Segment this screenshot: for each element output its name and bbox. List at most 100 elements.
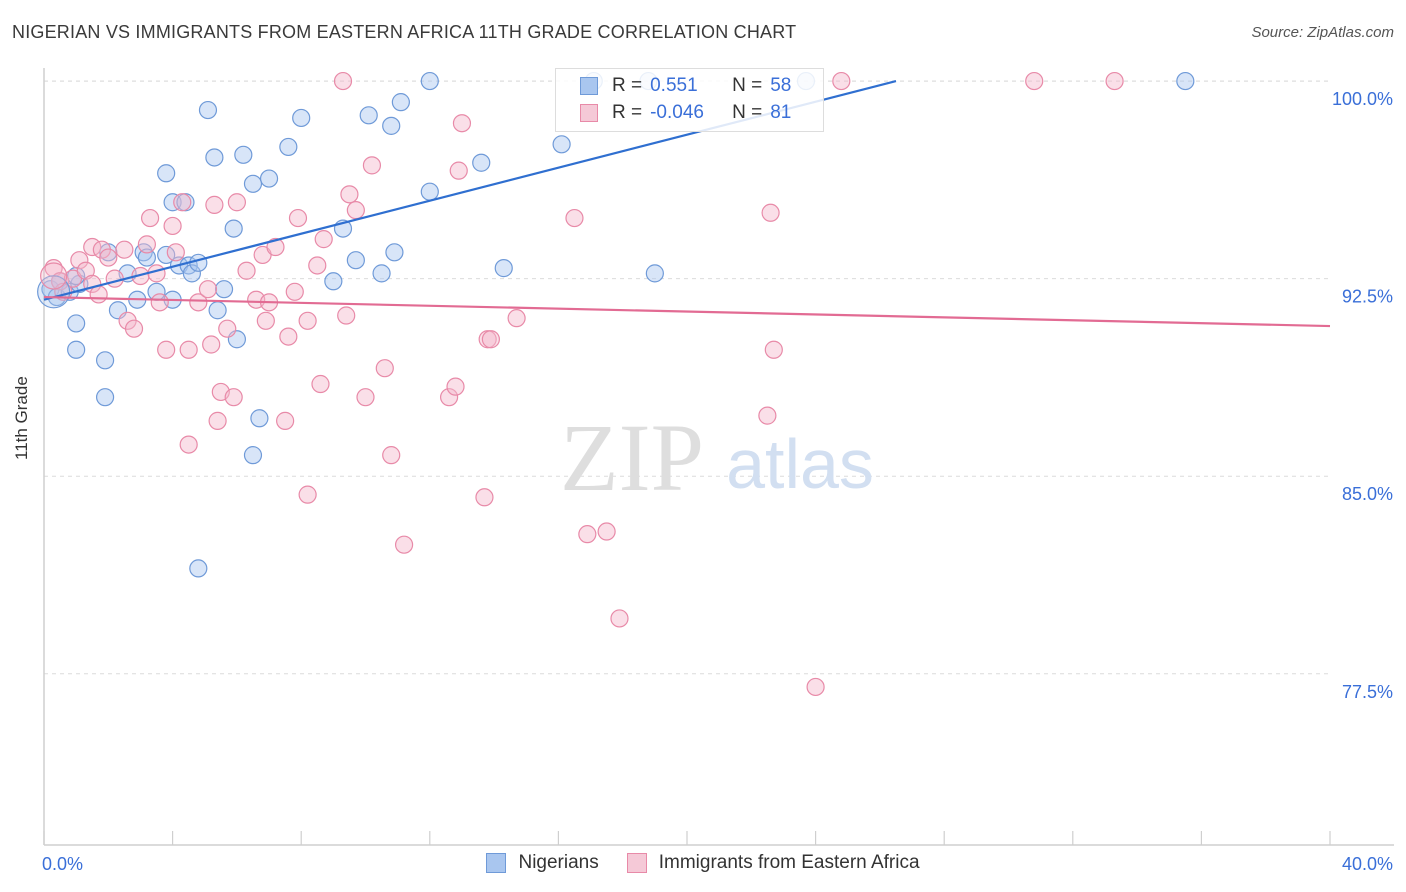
eastern-africa-point-23 — [173, 193, 192, 212]
r-label: R = — [612, 102, 643, 123]
nigerians-swatch — [486, 853, 507, 873]
eastern-africa-point-17 — [140, 208, 160, 228]
eastern-africa-point-57 — [382, 446, 401, 465]
eastern-africa-point-51 — [337, 306, 356, 325]
y-axis-label: 11th Grade — [12, 376, 31, 460]
nigerian-point-6 — [67, 314, 86, 333]
nigerian-point-57 — [1176, 71, 1195, 91]
eastern-africa-point-34 — [227, 193, 246, 212]
nigerian-point-33 — [243, 174, 263, 193]
eastern-africa-point-71 — [758, 406, 777, 425]
stats-row-eastern-africa: R = -0.046 N = 81 — [580, 101, 791, 125]
nigerian-point-27 — [205, 148, 224, 167]
eastern-africa-point-26 — [189, 293, 208, 312]
eastern-africa-point-27 — [198, 280, 218, 299]
legend-label: Nigerians — [518, 852, 599, 873]
eastern-africa-point-56 — [375, 359, 394, 378]
nigerian-point-29 — [214, 280, 234, 299]
tick-labels: 100.0% 92.5% 85.0% 77.5% 0.0% 40.0% — [42, 89, 1393, 874]
nigerian-point-8 — [95, 351, 115, 370]
eastern-africa-point-73 — [764, 340, 783, 359]
eastern-africa-point-16 — [137, 235, 156, 254]
y-tick-label: 100.0% — [1332, 89, 1393, 109]
eastern-africa-point-10 — [99, 248, 118, 267]
eastern-africa-point-4 — [70, 251, 89, 270]
eastern-africa-point-29 — [205, 195, 224, 214]
nigerian-point-50 — [472, 153, 491, 172]
eastern-africa-point-55 — [362, 156, 382, 175]
nigerian-point-43 — [359, 106, 378, 125]
grid-layer — [44, 80, 1330, 675]
eastern-africa-point-76 — [1025, 71, 1044, 91]
nigerian-point-40 — [324, 272, 343, 291]
y-tick-label: 77.5% — [1342, 682, 1393, 702]
eastern-africa-point-40 — [266, 237, 285, 257]
r-label: R = — [612, 75, 643, 96]
eastern-africa-point-38 — [256, 311, 275, 330]
nigerian-point-51 — [494, 259, 513, 278]
nigerian-point-25 — [189, 253, 208, 272]
eastern-africa-point-19 — [150, 293, 169, 312]
n-label: N = — [732, 102, 763, 123]
eastern-africa-point-53 — [346, 201, 365, 220]
n-label: N = — [732, 75, 763, 96]
eastern-africa-point-67 — [565, 208, 584, 228]
series-legend: Nigerians Immigrants from Eastern Africa — [0, 852, 1406, 874]
nigerian-point-49 — [420, 71, 439, 91]
nigerian-point-26 — [198, 100, 218, 120]
watermark-atlas: atlas — [726, 425, 874, 503]
eastern-africa-point-63 — [475, 488, 494, 507]
eastern-africa-point-50 — [333, 71, 353, 91]
eastern-africa-point-32 — [218, 319, 237, 338]
eastern-africa-point-74 — [806, 677, 825, 697]
eastern-africa-point-70 — [610, 609, 629, 628]
eastern-africa-point-22 — [166, 243, 185, 262]
nigerian-point-52 — [552, 135, 571, 154]
stats-legend: R = 0.551 N = 58 R = -0.046 N = 81 — [555, 68, 824, 132]
eastern-africa-point-72 — [761, 203, 780, 222]
y-tick-label: 92.5% — [1342, 287, 1393, 307]
legend-item-nigerians[interactable]: Nigerians — [486, 852, 599, 874]
eastern-africa-point-62 — [452, 114, 472, 133]
n-value: 81 — [770, 102, 792, 123]
eastern-africa-swatch — [580, 104, 598, 122]
legend-item-eastern-africa[interactable]: Immigrants from Eastern Africa — [626, 852, 920, 874]
eastern-africa-point-61 — [449, 161, 468, 180]
nigerian-point-30 — [224, 219, 243, 238]
eastern-africa-point-11 — [105, 269, 124, 288]
nigerian-point-47 — [391, 93, 410, 112]
eastern-africa-point-30 — [208, 411, 227, 430]
legend-label: Immigrants from Eastern Africa — [658, 852, 920, 873]
eastern-africa-point-48 — [311, 374, 330, 394]
nigerian-point-19 — [163, 193, 182, 212]
eastern-africa-point-33 — [224, 388, 243, 407]
nigerians-swatch — [580, 77, 598, 95]
points-layer — [37, 71, 1195, 697]
nigerian-point-39 — [189, 559, 208, 578]
eastern-africa-point-20 — [157, 340, 176, 359]
r-value: 0.551 — [650, 75, 698, 96]
eastern-africa-point-8 — [89, 285, 108, 304]
eastern-africa-point-49 — [314, 230, 333, 249]
eastern-africa-point-42 — [279, 327, 298, 346]
eastern-africa-point-47 — [308, 256, 327, 275]
eastern-africa-point-12 — [115, 240, 134, 259]
eastern-africa-point-21 — [163, 216, 182, 236]
nigerian-point-46 — [385, 243, 404, 262]
stats-row-nigerians: R = 0.551 N = 58 — [580, 74, 791, 98]
nigerian-point-55 — [645, 264, 664, 283]
eastern-africa-point-41 — [276, 411, 295, 430]
y-tick-label: 85.0% — [1342, 484, 1393, 504]
watermark-zip: ZIP — [560, 404, 704, 511]
nigerian-point-42 — [346, 251, 365, 270]
eastern-africa-point-66 — [507, 309, 526, 328]
nigerian-point-48 — [420, 182, 439, 201]
nigerian-point-28 — [208, 301, 227, 320]
nigerian-point-9 — [95, 388, 115, 407]
eastern-africa-swatch — [626, 853, 647, 873]
n-value: 58 — [770, 75, 792, 96]
eastern-africa-point-77 — [1105, 71, 1124, 91]
eastern-africa-point-68 — [578, 525, 597, 544]
nigerian-point-34 — [250, 409, 269, 428]
